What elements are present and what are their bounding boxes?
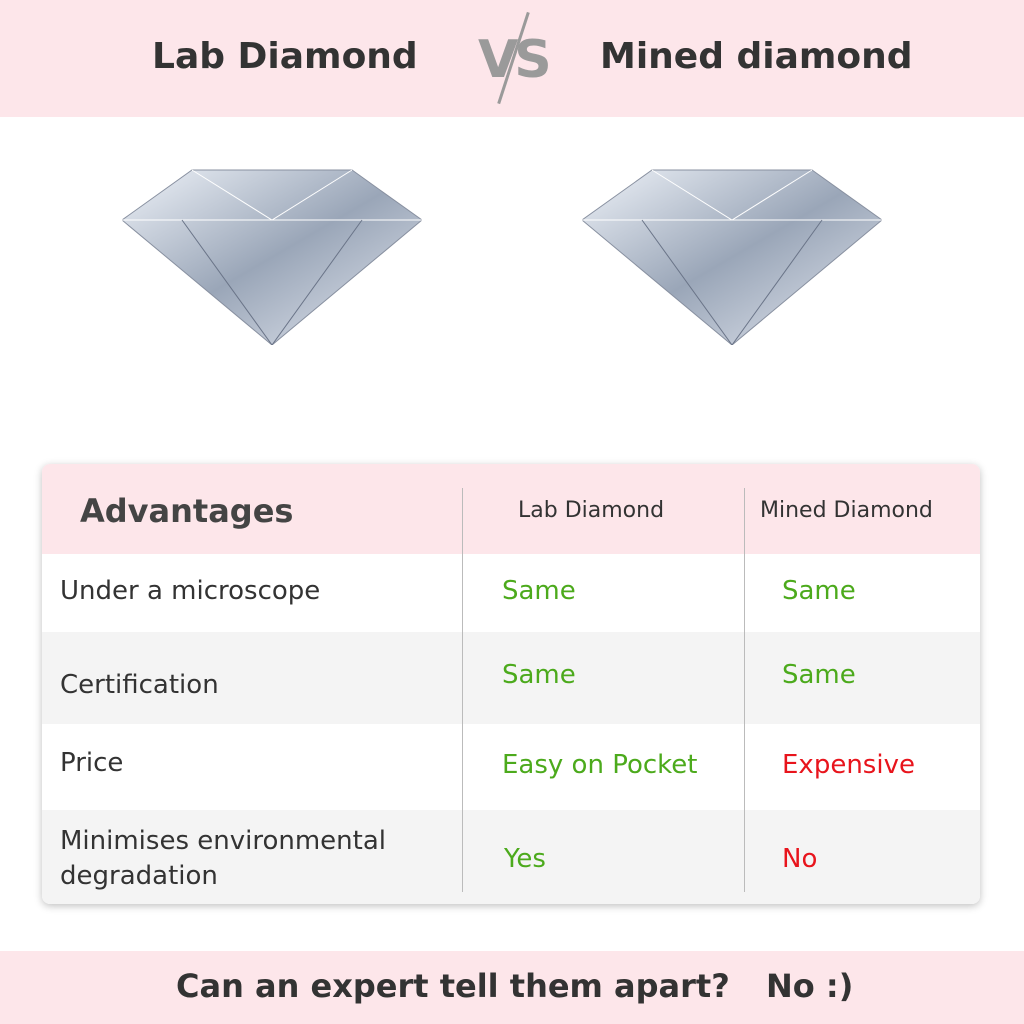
- column-divider: [744, 488, 745, 892]
- row-label: Minimises environmental degradation: [60, 826, 387, 891]
- mined-value: Same: [782, 576, 856, 606]
- header-banner: Lab Diamond VS Mined diamond: [0, 0, 1024, 117]
- table-row: Minimises environmental degradation Yes …: [42, 810, 980, 904]
- mined-diamond-title: Mined diamond: [600, 36, 913, 77]
- comparison-table: Advantages Lab Diamond Mined Diamond Und…: [42, 464, 980, 904]
- footer-answer: No :): [766, 967, 854, 1005]
- header-mined-diamond: Mined Diamond: [760, 498, 933, 523]
- lab-value: Yes: [504, 844, 546, 874]
- mined-diamond-image: [582, 169, 882, 345]
- lab-diamond-image: [122, 169, 422, 345]
- footer-banner: Can an expert tell them apart? No :): [0, 951, 1024, 1024]
- mined-value: Expensive: [782, 750, 915, 780]
- row-label: Certification: [60, 670, 219, 700]
- table-row: Price Easy on Pocket Expensive: [42, 724, 980, 810]
- table-header-row: Advantages Lab Diamond Mined Diamond: [42, 464, 980, 554]
- row-label: Price: [60, 748, 124, 778]
- lab-value: Same: [502, 660, 576, 690]
- lab-diamond-title: Lab Diamond: [152, 36, 418, 77]
- header-lab-diamond: Lab Diamond: [518, 498, 665, 523]
- lab-value: Same: [502, 576, 576, 606]
- lab-value: Easy on Pocket: [502, 750, 698, 780]
- table-row: Under a microscope Same Same: [42, 554, 980, 632]
- header-advantages: Advantages: [80, 492, 294, 530]
- mined-value: Same: [782, 660, 856, 690]
- column-divider: [462, 488, 463, 892]
- footer-question: Can an expert tell them apart?: [176, 967, 730, 1005]
- table-row: Certification Same Same: [42, 632, 980, 724]
- row-label: Under a microscope: [60, 576, 321, 606]
- vs-logo: VS: [478, 30, 552, 90]
- mined-value: No: [782, 844, 818, 874]
